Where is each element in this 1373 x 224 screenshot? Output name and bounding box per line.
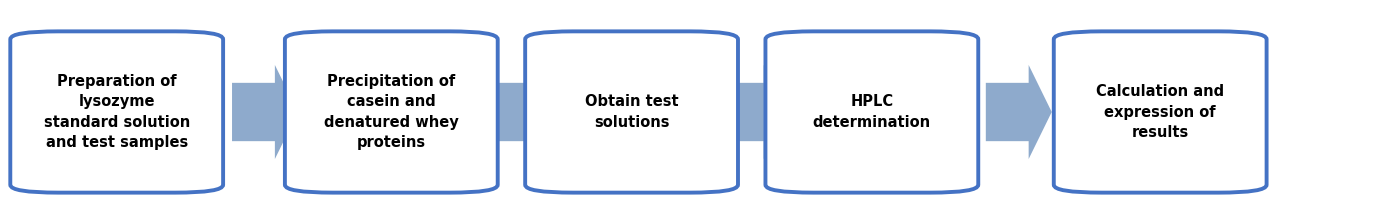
FancyBboxPatch shape: [1054, 31, 1266, 193]
FancyBboxPatch shape: [524, 31, 739, 193]
Polygon shape: [482, 65, 548, 159]
Polygon shape: [232, 65, 298, 159]
Text: Obtain test
solutions: Obtain test solutions: [585, 94, 678, 130]
Text: Precipitation of
casein and
denatured whey
proteins: Precipitation of casein and denatured wh…: [324, 74, 459, 150]
FancyBboxPatch shape: [11, 31, 222, 193]
Polygon shape: [986, 65, 1052, 159]
Text: Calculation and
expression of
results: Calculation and expression of results: [1096, 84, 1225, 140]
Polygon shape: [721, 65, 787, 159]
Text: Preparation of
lysozyme
standard solution
and test samples: Preparation of lysozyme standard solutio…: [44, 74, 189, 150]
Text: HPLC
determination: HPLC determination: [813, 94, 931, 130]
FancyBboxPatch shape: [284, 31, 497, 193]
FancyBboxPatch shape: [766, 31, 978, 193]
